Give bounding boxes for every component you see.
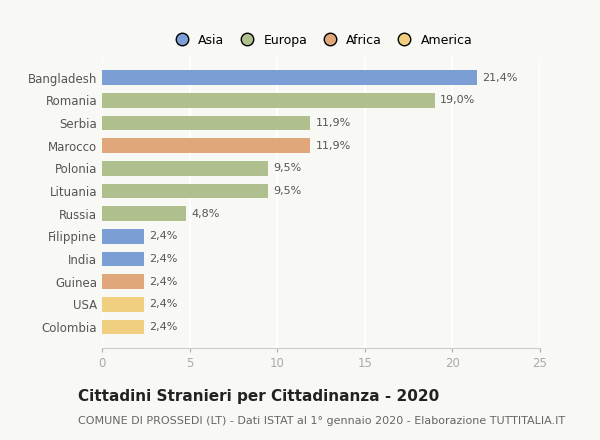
Text: 2,4%: 2,4% bbox=[149, 299, 178, 309]
Bar bbox=[102, 93, 435, 108]
Bar bbox=[102, 320, 144, 334]
Bar bbox=[102, 229, 144, 244]
Text: 11,9%: 11,9% bbox=[316, 141, 351, 151]
Text: 11,9%: 11,9% bbox=[316, 118, 351, 128]
Text: 2,4%: 2,4% bbox=[149, 322, 178, 332]
Bar bbox=[102, 275, 144, 289]
Text: 4,8%: 4,8% bbox=[191, 209, 220, 219]
Bar bbox=[102, 161, 268, 176]
Bar bbox=[102, 70, 477, 85]
Text: Cittadini Stranieri per Cittadinanza - 2020: Cittadini Stranieri per Cittadinanza - 2… bbox=[78, 389, 439, 404]
Bar bbox=[102, 184, 268, 198]
Bar bbox=[102, 206, 186, 221]
Text: 9,5%: 9,5% bbox=[274, 163, 302, 173]
Bar bbox=[102, 116, 310, 130]
Text: 2,4%: 2,4% bbox=[149, 231, 178, 242]
Text: 9,5%: 9,5% bbox=[274, 186, 302, 196]
Bar bbox=[102, 297, 144, 312]
Bar bbox=[102, 252, 144, 266]
Text: 2,4%: 2,4% bbox=[149, 254, 178, 264]
Bar bbox=[102, 139, 310, 153]
Text: 19,0%: 19,0% bbox=[440, 95, 475, 106]
Text: 21,4%: 21,4% bbox=[482, 73, 518, 83]
Text: COMUNE DI PROSSEDI (LT) - Dati ISTAT al 1° gennaio 2020 - Elaborazione TUTTITALI: COMUNE DI PROSSEDI (LT) - Dati ISTAT al … bbox=[78, 416, 565, 426]
Legend: Asia, Europa, Africa, America: Asia, Europa, Africa, America bbox=[164, 29, 478, 51]
Text: 2,4%: 2,4% bbox=[149, 277, 178, 287]
